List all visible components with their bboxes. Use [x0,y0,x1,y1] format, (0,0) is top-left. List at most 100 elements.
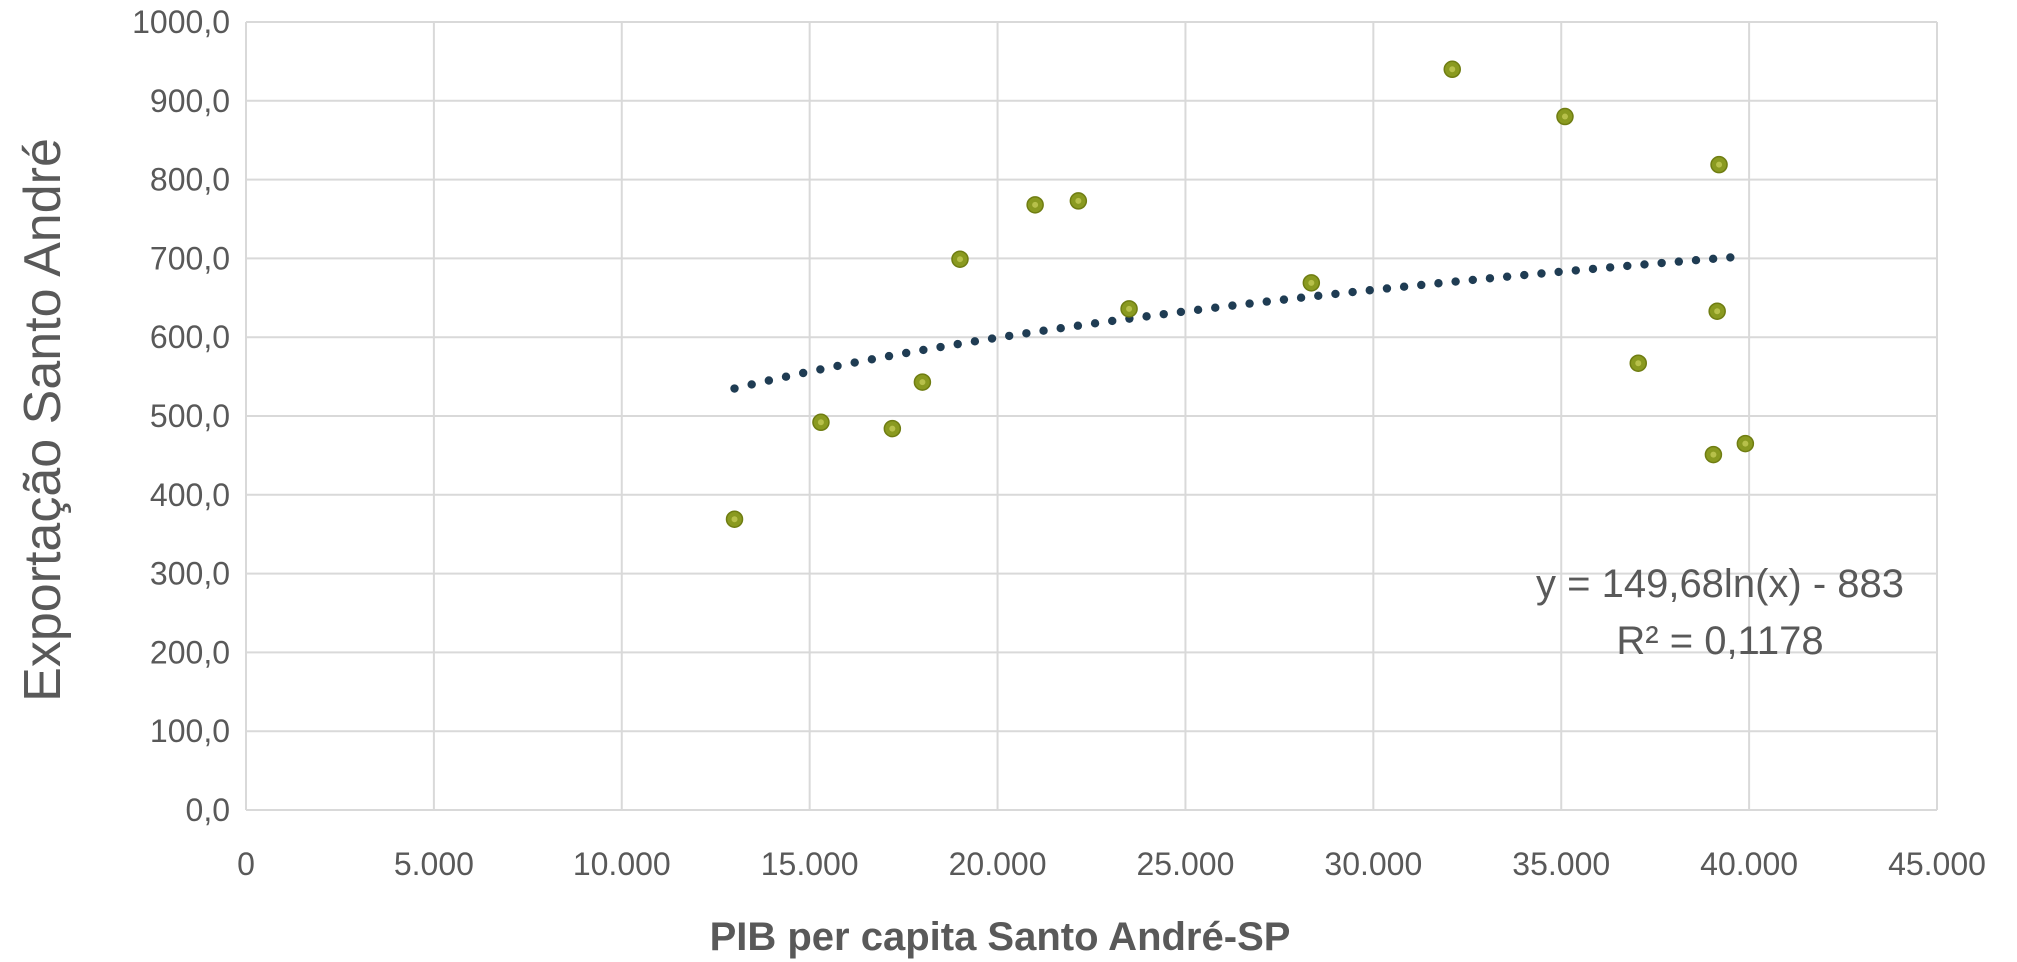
trendline-dot [1605,263,1615,272]
data-point [1069,192,1088,210]
data-point-center [1075,197,1082,204]
x-tick-label: 40.000 [1700,846,1798,882]
trendline-dot [1726,253,1735,262]
data-point [812,413,830,432]
trendline-dot [1039,326,1048,335]
trendline-dot [1142,312,1151,321]
x-tick-label: 10.000 [573,846,671,882]
trendline-dot [1640,260,1649,269]
x-tick-label: 25.000 [1137,846,1235,882]
y-tick-label: 500,0 [150,398,230,434]
data-point-center [1710,451,1717,458]
data-point [913,373,932,391]
trendline-dot [1056,323,1065,333]
data-point-center [1561,113,1568,120]
data-point [725,510,744,528]
data-point-center [1032,201,1039,208]
trendline-dot [747,380,756,389]
y-tick-label: 400,0 [150,477,230,513]
data-point [883,419,902,438]
data-point-center [1126,305,1133,312]
trendline-dot [1159,309,1168,319]
trendline-dot [850,358,859,367]
trendline-dot [1674,257,1684,266]
data-point [1629,354,1648,372]
trendline-dot [1708,254,1718,264]
y-tick-label: 100,0 [150,713,230,749]
trendline-dot [1502,272,1512,281]
trendline-dot [1382,284,1392,293]
data-point [1704,445,1723,464]
trendline-dot [1537,269,1546,278]
data-point-center [1308,279,1315,286]
trendline-dot [1399,282,1409,291]
trendline-dot [1365,286,1374,295]
trendline-dot [1314,291,1323,300]
trendline-dot [1005,331,1014,341]
y-tick-label: 300,0 [150,556,230,592]
x-tick-label: 0 [237,846,255,882]
data-point [1736,434,1755,453]
x-tick-label: 15.000 [761,846,859,882]
data-points [725,60,1755,528]
trendline-dot [781,372,791,381]
trendline-dot [730,384,739,393]
trendline-dot [902,348,911,358]
data-point-center [889,425,896,432]
trendline-dot [1571,266,1580,275]
x-tick-label: 20.000 [949,846,1047,882]
trendline-r-squared: R² = 0,1178 [1616,619,1823,663]
data-point-center [731,516,738,523]
data-point-center [1449,66,1456,73]
data-point [951,250,969,268]
trendline-dot [798,368,808,378]
data-point-center [817,419,824,426]
data-point [1443,60,1461,79]
data-point [1120,300,1138,318]
trendline-dot [1245,299,1254,308]
trendline-dot [1588,264,1598,274]
trendline-dot [987,334,997,343]
trendline-dot [1279,295,1289,304]
x-axis-title: PIB per capita Santo André-SP [710,915,1291,959]
trendline-dot [1108,316,1117,326]
y-tick-label: 200,0 [150,634,230,670]
trendline [730,253,1735,393]
y-axis-title: Exportação Santo André [14,138,72,702]
trendline-dot [1228,301,1237,310]
data-point [1026,196,1044,214]
trendline-dot [833,361,842,371]
trendline-dot [1520,270,1529,280]
data-point [1556,107,1574,126]
trendline-dot [1417,280,1426,290]
trendline-dot [919,345,928,355]
data-point-center [1716,161,1723,168]
y-tick-label: 700,0 [150,240,230,276]
trendline-dot [1691,255,1701,265]
trendline-dot [1262,297,1271,306]
grid-lines [245,21,1938,811]
x-tick-labels: 0 5.000 10.000 15.000 20.000 25.000 30.000 35.0… [237,846,1986,882]
y-tick-label: 900,0 [150,83,230,119]
trendline-dot [1657,258,1666,268]
trendline-equation: y = 149,68ln(x) - 883 [1536,562,1904,606]
trendline-dot [1193,305,1203,315]
trendline-dot [1451,277,1460,286]
trendline-dot [764,376,774,385]
y-tick-label: 600,0 [150,319,230,355]
trendline-dot [1022,329,1031,338]
x-tick-label: 45.000 [1888,846,1986,882]
trendline-dot [1176,307,1186,317]
trendline-dot [1296,293,1306,302]
trendline-dot [1554,267,1563,277]
trendline-dot [1485,274,1495,283]
trendline-dot [953,339,962,349]
data-point-center [956,256,963,263]
data-point-center [919,379,926,386]
data-point-center [1635,360,1642,367]
trendline-dot [1348,287,1357,297]
y-tick-label: 800,0 [150,162,230,198]
trendline-dot [867,355,877,364]
y-tick-label: 0,0 [186,792,230,828]
